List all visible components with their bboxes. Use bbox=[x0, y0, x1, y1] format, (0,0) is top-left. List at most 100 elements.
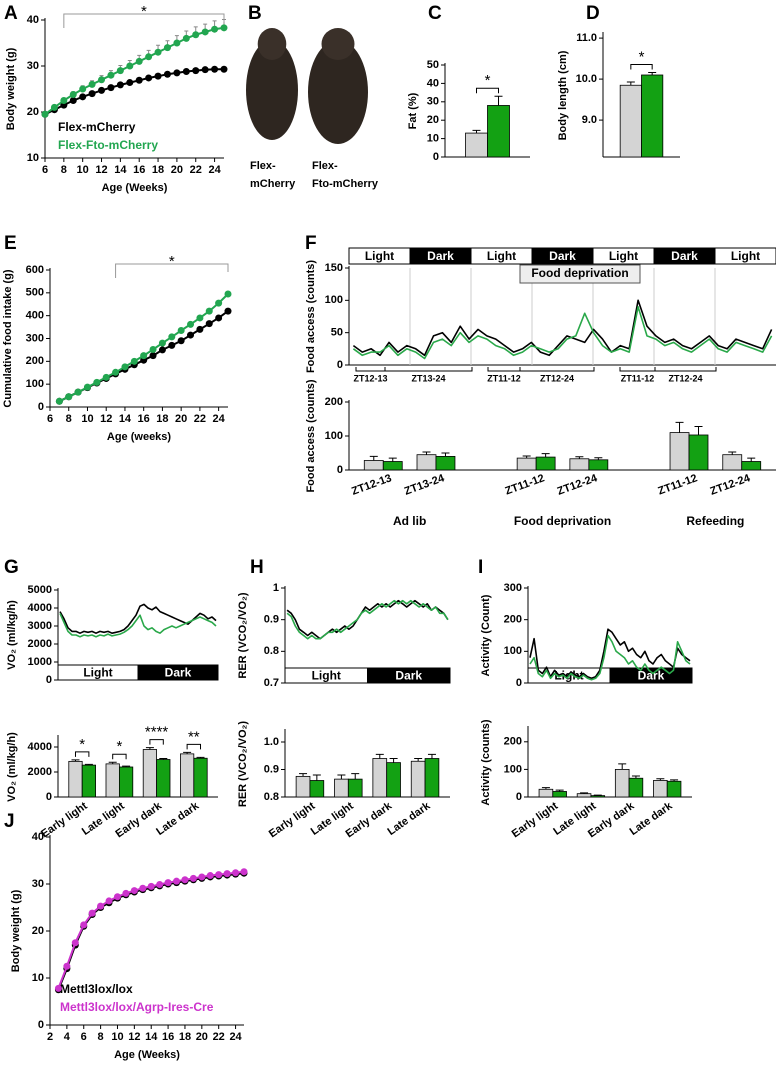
x-tick-label: 6 bbox=[42, 164, 48, 176]
y-tick-label: 10 bbox=[427, 133, 439, 145]
bar bbox=[334, 778, 349, 798]
period-label: Light bbox=[609, 249, 638, 263]
y-tick-label: 0 bbox=[516, 677, 522, 689]
marker bbox=[80, 921, 88, 929]
marker bbox=[173, 69, 181, 77]
bar bbox=[516, 457, 537, 471]
y-axis-label: RER (VCO₂/VO₂) bbox=[237, 592, 249, 679]
error-bar bbox=[555, 789, 564, 792]
marker bbox=[97, 902, 105, 910]
error-bar bbox=[575, 456, 584, 459]
x-tick-label: 22 bbox=[194, 413, 206, 425]
y-tick-label: 40 bbox=[427, 77, 439, 89]
marker bbox=[74, 388, 82, 396]
bar bbox=[410, 760, 426, 798]
x-tick-label: 14 bbox=[145, 1031, 158, 1043]
mouse-photo bbox=[308, 40, 368, 144]
bar bbox=[653, 780, 668, 798]
marker bbox=[158, 339, 166, 347]
marker bbox=[201, 28, 209, 36]
y-tick-label: 200 bbox=[504, 614, 522, 626]
period-bracket bbox=[355, 367, 386, 372]
bracket-label: ZT11-12 bbox=[621, 373, 655, 383]
y-tick-label: 10.0 bbox=[576, 73, 597, 85]
marker bbox=[168, 341, 176, 349]
mouse-head bbox=[257, 28, 287, 60]
y-axis-label: Fat (%) bbox=[407, 92, 419, 129]
marker bbox=[182, 34, 190, 42]
marker bbox=[79, 85, 87, 93]
error-bar bbox=[389, 758, 398, 763]
marker bbox=[140, 352, 148, 360]
marker bbox=[192, 31, 200, 39]
y-axis-label: Cumulative food intake (g) bbox=[2, 269, 14, 407]
error-bar bbox=[441, 452, 450, 457]
marker bbox=[211, 65, 219, 73]
marker bbox=[149, 345, 157, 353]
marker bbox=[215, 299, 223, 307]
error-bar bbox=[747, 457, 756, 462]
y-tick-label: 1000 bbox=[28, 656, 52, 668]
y-tick-label: 2000 bbox=[28, 766, 52, 778]
x-tick-label: ZT12-13 bbox=[350, 472, 393, 497]
bar bbox=[569, 458, 590, 471]
x-tick-label: 22 bbox=[213, 1031, 225, 1043]
marker bbox=[168, 333, 176, 341]
marker bbox=[98, 76, 106, 84]
period-label: Dark bbox=[427, 249, 454, 263]
bar bbox=[81, 764, 96, 798]
highlight-label: Food deprivation bbox=[531, 266, 628, 280]
marker bbox=[88, 90, 96, 98]
x-tick-label: Early light bbox=[510, 800, 561, 841]
significance-bracket bbox=[149, 739, 164, 745]
bar bbox=[535, 456, 556, 471]
y-axis-label: Body weight (g) bbox=[5, 47, 17, 130]
error-bar bbox=[183, 751, 192, 754]
bar bbox=[105, 763, 120, 798]
y-tick-label: 20 bbox=[32, 925, 44, 937]
significance-label: * bbox=[485, 72, 491, 89]
bar bbox=[741, 461, 762, 471]
highlight-box bbox=[519, 264, 641, 284]
marker bbox=[223, 870, 231, 878]
bar bbox=[142, 749, 158, 798]
x-tick-label: ZT12-24 bbox=[556, 472, 600, 498]
y-tick-label: 100 bbox=[504, 763, 522, 775]
y-tick-label: 200 bbox=[504, 736, 522, 748]
bar bbox=[576, 793, 592, 798]
marker bbox=[54, 984, 62, 992]
y-axis-label: Activity (Count) bbox=[480, 594, 492, 676]
legend-entry: Flex-mCherry bbox=[58, 120, 136, 134]
bar bbox=[722, 454, 743, 471]
bar bbox=[416, 454, 437, 471]
period-label: Dark bbox=[395, 669, 422, 683]
error-bar bbox=[375, 753, 384, 759]
y-tick-label: 400 bbox=[26, 310, 44, 322]
error-bar bbox=[593, 794, 602, 796]
x-tick-label: 18 bbox=[179, 1031, 191, 1043]
caption: Flex- bbox=[250, 160, 276, 172]
marker bbox=[189, 874, 197, 882]
x-tick-label: 10 bbox=[81, 413, 93, 425]
x-tick-label: 10 bbox=[111, 1031, 123, 1043]
error-bar bbox=[648, 72, 657, 75]
y-tick-label: 9.0 bbox=[582, 114, 597, 126]
marker bbox=[126, 62, 134, 70]
marker bbox=[196, 325, 204, 333]
series-line bbox=[59, 603, 217, 634]
error-bar bbox=[71, 759, 80, 762]
error-bar bbox=[337, 774, 346, 780]
error-bar bbox=[541, 453, 550, 458]
bar bbox=[386, 762, 401, 798]
x-tick-label: Early light bbox=[267, 800, 318, 841]
period-box bbox=[137, 664, 219, 681]
x-tick-label: 4 bbox=[64, 1031, 71, 1043]
bar bbox=[372, 758, 388, 798]
x-tick-label: 18 bbox=[156, 413, 168, 425]
series-line bbox=[529, 634, 691, 681]
period-bracket bbox=[487, 367, 521, 372]
error-bar bbox=[351, 773, 360, 780]
x-tick-label: 18 bbox=[152, 164, 164, 176]
y-tick-label: 0.9 bbox=[264, 763, 279, 775]
error-bar bbox=[145, 747, 154, 750]
